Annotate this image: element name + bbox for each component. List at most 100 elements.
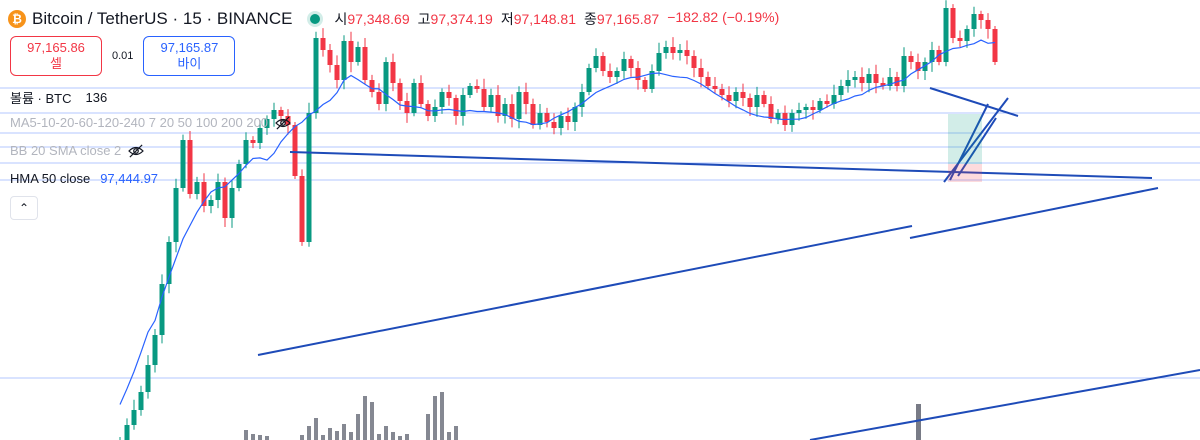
candle-body (859, 77, 865, 83)
candle-body (327, 50, 333, 65)
candle-body (817, 101, 823, 110)
chevron-up-icon: ⌃ (18, 201, 30, 215)
candle-body (922, 62, 928, 71)
candle-body (173, 188, 179, 242)
buy-price: 97,165.87 (160, 40, 219, 55)
candle-body (838, 86, 844, 95)
candle-body (530, 104, 536, 125)
market-status-icon (310, 14, 321, 24)
candle-body (691, 56, 697, 68)
volume-bar (440, 392, 444, 440)
candle-body (180, 140, 186, 188)
candle-body (992, 29, 998, 62)
volume-bar (454, 426, 458, 440)
trade-panel: 97,165.86 셀 0.01 97,165.87 바이 (10, 36, 236, 76)
candle-body (215, 182, 221, 200)
candle-body (502, 104, 508, 116)
candle-body (698, 68, 704, 77)
candle-body (908, 56, 914, 62)
bb-indicator-legend[interactable]: BB 20 SMA close 2 (10, 143, 145, 158)
candle-body (229, 188, 235, 218)
trendline (289, 151, 1153, 179)
candle-body (740, 92, 746, 98)
candle-body (369, 80, 375, 92)
candle-body (768, 104, 774, 119)
volume-bar (356, 414, 360, 440)
buy-label: 바이 (177, 56, 202, 71)
volume-bar (398, 436, 402, 440)
candle-body (537, 113, 543, 125)
volume-bar (328, 428, 332, 440)
candle-body (642, 80, 648, 89)
symbol-title[interactable]: Bitcoin / TetherUS · 15 · BINANCE (32, 9, 293, 28)
candle-body (334, 65, 340, 80)
buy-button[interactable]: 97,165.87 바이 (143, 36, 236, 76)
eye-off-icon[interactable] (274, 115, 292, 130)
hma-indicator-legend[interactable]: HMA 50 close 97,444.97 (10, 171, 158, 186)
candle-body (670, 47, 676, 53)
candle-body (264, 119, 270, 128)
trendline (957, 117, 997, 177)
candle-body (915, 62, 921, 71)
candle-body (425, 104, 431, 116)
candle-body (243, 140, 249, 164)
volume-bar (384, 426, 388, 440)
candle-body (761, 95, 767, 104)
candle-body (439, 92, 445, 107)
volume-bar (447, 432, 451, 440)
candle-body (957, 38, 963, 41)
symbol-header: ₿ Bitcoin / TetherUS · 15 · BINANCE 시97,… (8, 8, 779, 30)
volume-bar (251, 434, 255, 440)
candle-body (572, 107, 578, 122)
candle-body (803, 107, 809, 110)
candle-body (810, 107, 816, 110)
sell-button[interactable]: 97,165.86 셀 (10, 36, 102, 76)
ma-indicator-legend[interactable]: MA5-10-20-60-120-240 7 20 50 100 200 200 (10, 115, 292, 130)
candle-body (467, 86, 473, 95)
long-position-zone (948, 114, 982, 164)
sell-label: 셀 (50, 56, 62, 71)
candle-body (341, 41, 347, 80)
high-value: 고97,374.19 (417, 11, 493, 27)
trendline-drawings (257, 87, 1200, 440)
collapse-legend-button[interactable]: ⌃ (10, 196, 38, 220)
candle-body (446, 92, 452, 98)
candle-body (509, 104, 515, 119)
candle-body (362, 47, 368, 80)
candle-body (208, 200, 214, 206)
candle-body (635, 68, 641, 80)
eye-off-icon[interactable] (127, 143, 145, 158)
candle-body (411, 83, 417, 113)
candle-body (271, 110, 277, 119)
candle-body (950, 8, 956, 38)
sell-price: 97,165.86 (27, 40, 85, 55)
volume-bar (363, 396, 367, 440)
candle-body (397, 83, 403, 101)
candle-body (775, 113, 781, 119)
candle-body (866, 74, 872, 83)
candle-body (348, 41, 354, 62)
candle-body (355, 47, 361, 62)
candle-body (376, 92, 382, 104)
candle-body (474, 86, 480, 89)
candle-body (194, 182, 200, 194)
candle-body (306, 113, 312, 242)
volume-indicator-legend[interactable]: 볼륨 · BTC 136 (10, 88, 107, 107)
change-value: −182.82 (−0.19%) (667, 9, 780, 25)
trendline (909, 187, 1159, 239)
candle-body (551, 122, 557, 128)
candle-body (880, 83, 886, 86)
candle-body (971, 14, 977, 29)
candle-body (726, 95, 732, 101)
volume-bar (335, 431, 339, 440)
candle-body (754, 95, 760, 107)
candle-body (138, 392, 144, 410)
ma-indicator-label: MA5-10-20-60-120-240 7 20 50 100 200 200 (10, 115, 269, 130)
candle-body (488, 95, 494, 107)
candle-body (593, 56, 599, 68)
candle-body (383, 62, 389, 104)
volume-bar (321, 435, 325, 440)
spread-value: 0.01 (112, 50, 134, 62)
candle-body (257, 128, 263, 143)
